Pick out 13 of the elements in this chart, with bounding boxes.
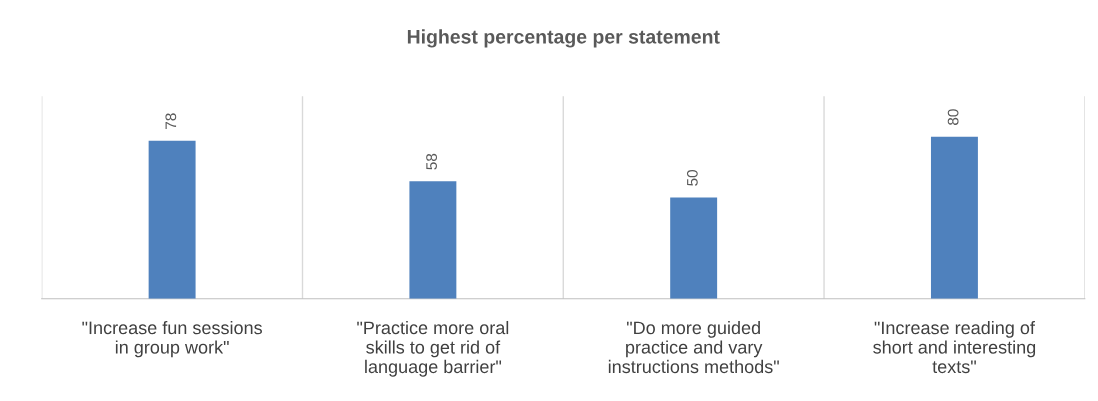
- data-label: 78: [165, 113, 177, 129]
- bar: [148, 140, 196, 299]
- bar: [930, 136, 978, 299]
- data-label: 58: [426, 153, 437, 170]
- chart-title: Highest percentage per statement: [407, 29, 720, 48]
- data-label: 50: [686, 169, 698, 186]
- x-tick-label: "Do more guided practice and vary instructions methods": [608, 320, 779, 374]
- x-tick-label: "Increase fun sessions in group work": [82, 320, 262, 358]
- bar: [670, 197, 718, 299]
- x-tick-label: "Increase reading of short and interesting texts": [873, 320, 1036, 374]
- data-label: 80: [947, 109, 959, 125]
- x-tick-label: "Practice more oral skills to get rid of language barrier": [357, 320, 509, 377]
- bar: [409, 181, 457, 299]
